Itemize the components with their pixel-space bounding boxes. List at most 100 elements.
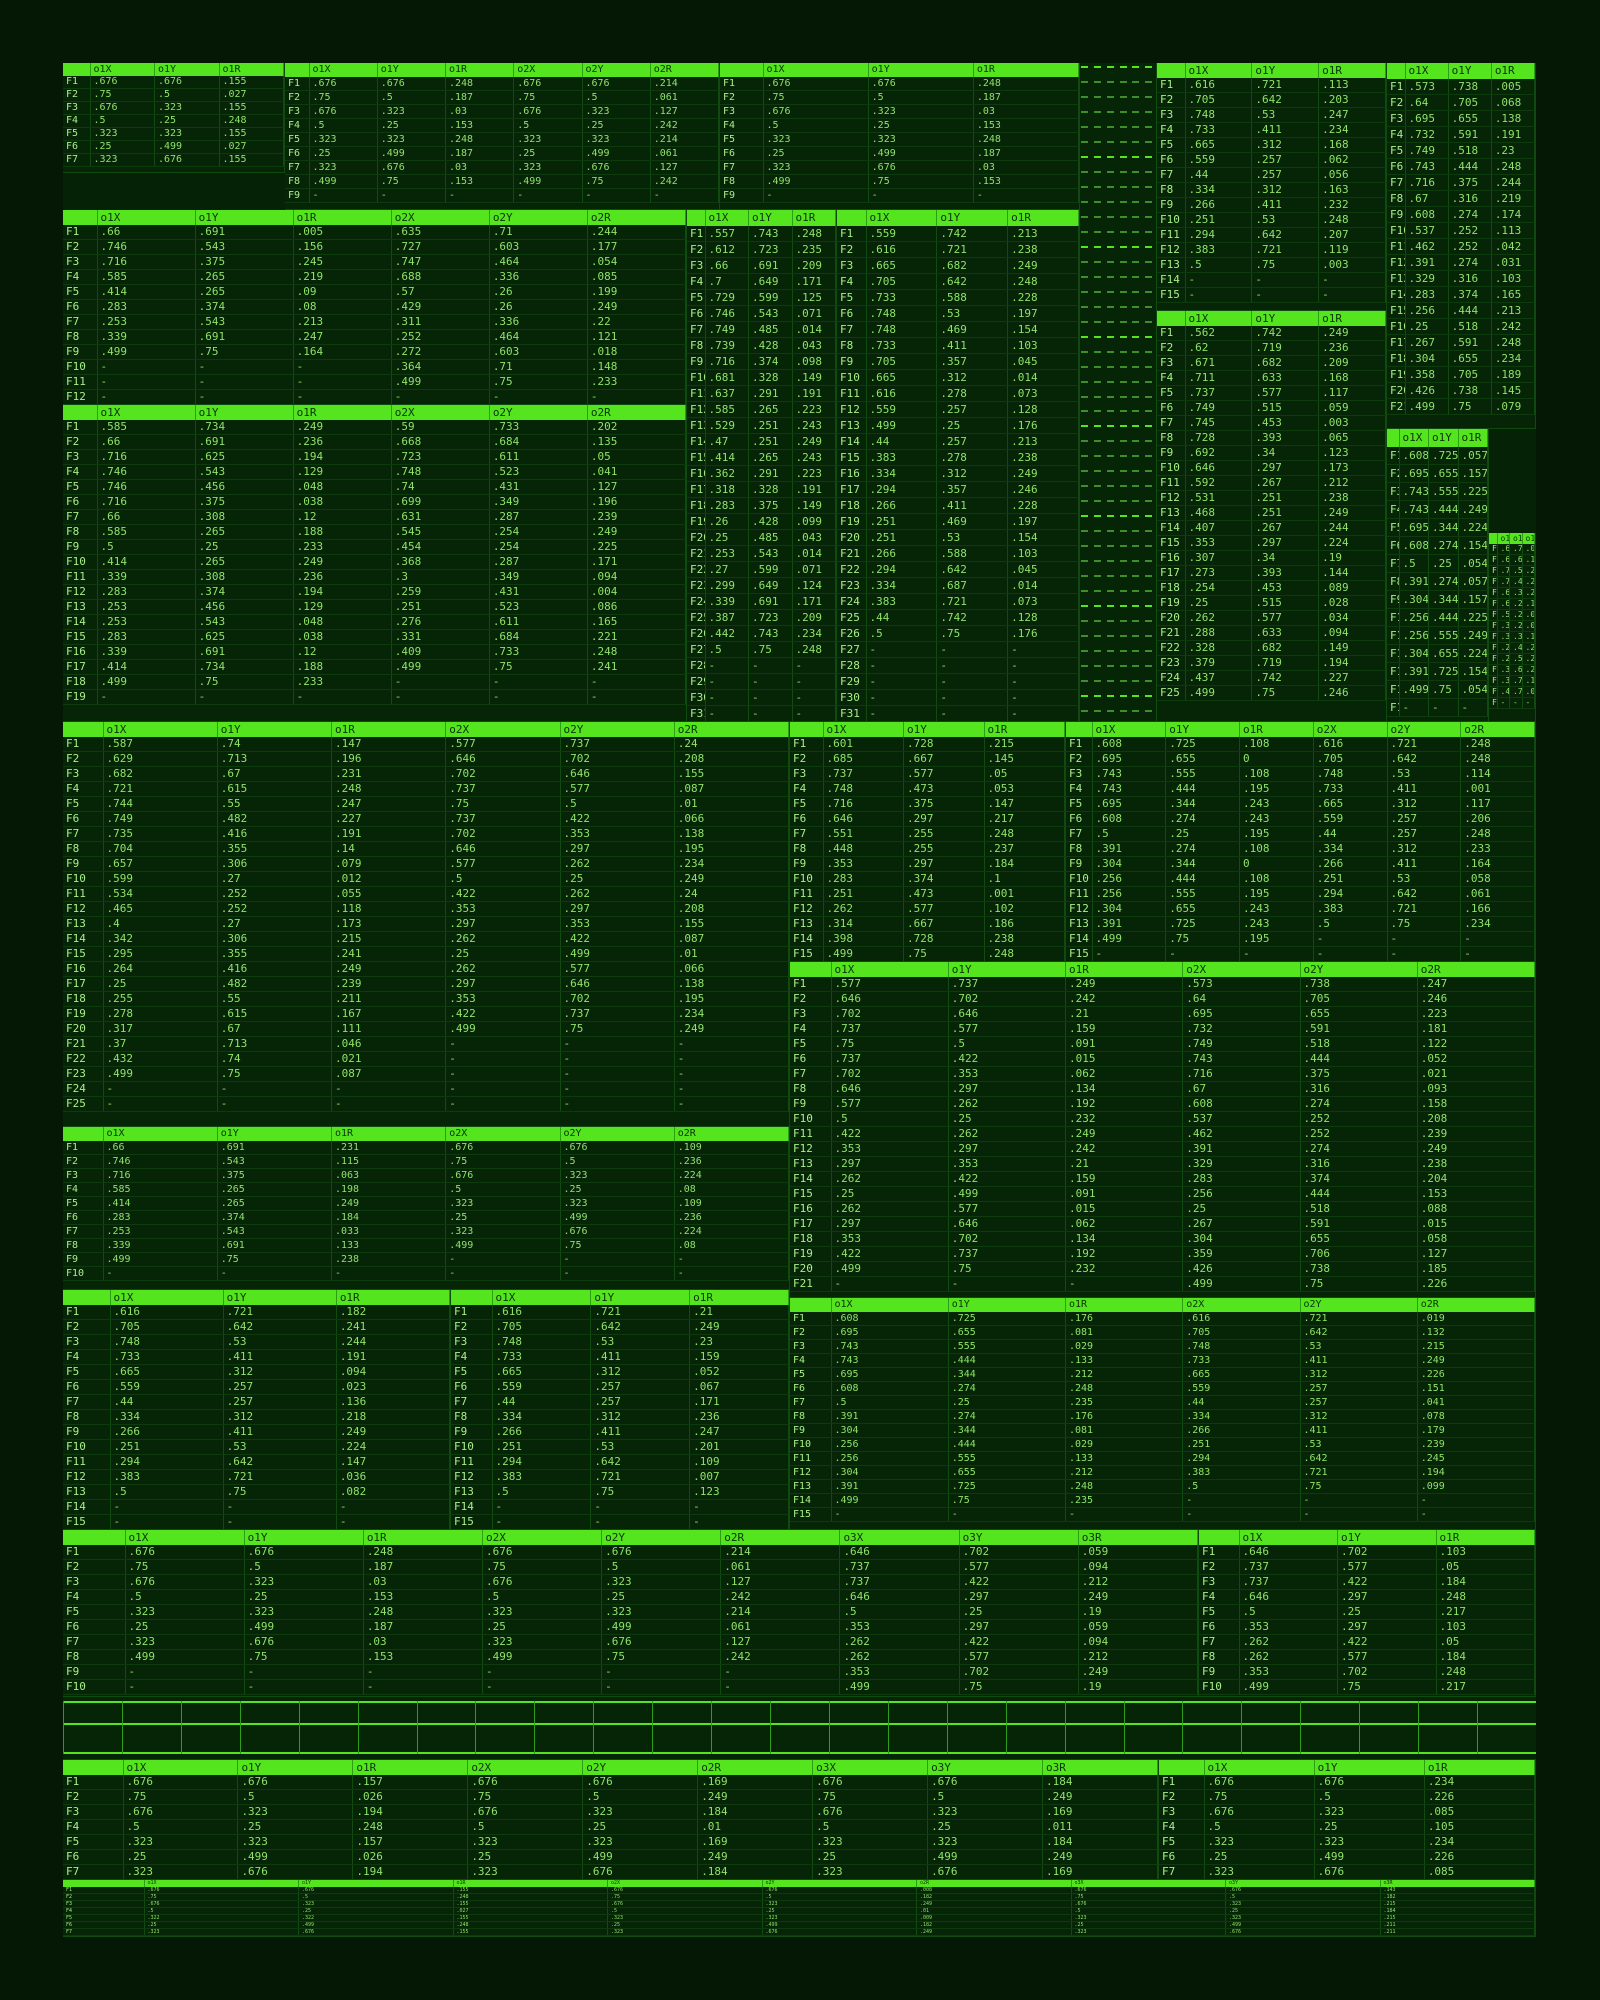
data-cell[interactable]: -: [492, 1514, 592, 1529]
data-cell[interactable]: .737: [560, 737, 675, 752]
data-cell[interactable]: .721: [1251, 78, 1320, 93]
data-cell[interactable]: .676: [868, 160, 974, 175]
row-label[interactable]: F5: [1066, 796, 1093, 812]
data-cell[interactable]: .676: [582, 1864, 699, 1879]
data-cell[interactable]: -: [831, 1507, 949, 1522]
data-cell[interactable]: .299: [705, 577, 749, 594]
column-header[interactable]: o1R: [1458, 429, 1488, 447]
column-header[interactable]: o2X: [391, 210, 490, 225]
data-cell[interactable]: .411: [1300, 1353, 1418, 1368]
data-cell[interactable]: .297: [903, 811, 985, 827]
column-header[interactable]: o2Y: [560, 1127, 675, 1141]
data-cell[interactable]: .25: [868, 118, 974, 133]
data-cell[interactable]: .225: [1522, 642, 1535, 654]
data-cell[interactable]: .312: [1251, 137, 1320, 153]
data-cell[interactable]: .042: [1491, 238, 1535, 255]
data-cell[interactable]: .642: [223, 1319, 337, 1335]
data-cell[interactable]: .25: [1337, 1604, 1437, 1620]
data-cell[interactable]: .485: [748, 321, 793, 338]
data-cell[interactable]: .702: [445, 766, 561, 782]
data-cell[interactable]: .256: [831, 1451, 949, 1466]
row-label[interactable]: F11: [63, 374, 98, 390]
data-cell[interactable]: .616: [866, 385, 938, 402]
row-label[interactable]: F7: [63, 1224, 104, 1239]
data-cell[interactable]: .257: [1300, 1395, 1418, 1410]
row-label[interactable]: F7: [1387, 174, 1406, 191]
data-cell[interactable]: .25: [812, 1849, 929, 1865]
data-cell[interactable]: .422: [1337, 1574, 1437, 1590]
data-cell[interactable]: .75: [560, 1238, 675, 1253]
data-cell[interactable]: .743: [1182, 1051, 1301, 1067]
data-cell[interactable]: .001: [984, 886, 1065, 902]
row-label[interactable]: F18: [63, 674, 98, 690]
row-label[interactable]: F9: [1066, 856, 1093, 872]
data-cell[interactable]: .187: [363, 1559, 483, 1575]
data-cell[interactable]: .691: [195, 225, 294, 240]
data-cell[interactable]: .249: [1007, 257, 1079, 274]
data-cell[interactable]: .25: [298, 1907, 454, 1915]
data-cell[interactable]: -: [1251, 287, 1320, 303]
data-cell[interactable]: .278: [936, 385, 1009, 402]
data-cell[interactable]: .248: [973, 77, 1079, 91]
data-cell[interactable]: -: [792, 705, 836, 721]
data-cell[interactable]: .027: [219, 140, 284, 154]
data-cell[interactable]: .75: [1448, 398, 1492, 415]
data-cell[interactable]: .244: [336, 1334, 450, 1350]
data-cell[interactable]: -: [590, 1514, 691, 1529]
row-label[interactable]: F10: [790, 1111, 832, 1127]
data-cell[interactable]: .691: [195, 644, 294, 660]
data-cell[interactable]: .577: [560, 961, 675, 977]
row-label[interactable]: F10: [1066, 871, 1093, 887]
data-cell[interactable]: -: [293, 374, 392, 390]
data-cell[interactable]: .248: [984, 826, 1065, 842]
data-cell[interactable]: .743: [831, 1339, 949, 1354]
data-cell[interactable]: .733: [489, 420, 588, 435]
column-header[interactable]: o1R: [1007, 210, 1079, 226]
data-cell[interactable]: .499: [1225, 1921, 1381, 1929]
data-cell[interactable]: -: [331, 1081, 447, 1097]
data-cell[interactable]: .25: [103, 976, 218, 992]
data-cell[interactable]: .111: [331, 1021, 447, 1037]
row-label[interactable]: F22: [837, 561, 867, 578]
row-label[interactable]: F31: [837, 705, 867, 721]
data-cell[interactable]: -: [720, 1679, 841, 1695]
row-label[interactable]: F7: [285, 160, 310, 175]
data-cell[interactable]: .67: [217, 1021, 333, 1037]
data-cell[interactable]: .431: [489, 584, 588, 600]
data-cell[interactable]: .195: [1239, 931, 1314, 947]
data-cell[interactable]: .246: [1318, 685, 1386, 701]
data-cell[interactable]: .64: [1182, 991, 1301, 1007]
data-cell[interactable]: .642: [1300, 1325, 1418, 1340]
data-cell[interactable]: .144: [1318, 565, 1386, 581]
data-cell[interactable]: .181: [1417, 1021, 1535, 1037]
data-cell[interactable]: .25: [1405, 318, 1449, 335]
data-cell[interactable]: -: [560, 1252, 675, 1267]
data-cell[interactable]: .174: [1491, 206, 1535, 223]
data-cell[interactable]: .291: [748, 385, 793, 402]
data-cell[interactable]: -: [97, 359, 196, 375]
row-label[interactable]: F1: [63, 225, 98, 240]
data-cell[interactable]: .055: [331, 886, 447, 902]
data-cell[interactable]: .716: [97, 494, 196, 510]
data-cell[interactable]: .353: [1239, 1619, 1338, 1635]
data-cell[interactable]: .499: [125, 1649, 245, 1665]
data-cell[interactable]: .276: [391, 614, 490, 630]
data-cell[interactable]: -: [1251, 272, 1320, 288]
data-cell[interactable]: .676: [927, 1864, 1043, 1879]
column-header[interactable]: o3Y: [1225, 1880, 1381, 1887]
column-header[interactable]: o1Y: [948, 1298, 1067, 1312]
data-cell[interactable]: .256: [1405, 302, 1449, 319]
row-label[interactable]: F7: [63, 153, 91, 167]
data-cell[interactable]: .748: [823, 781, 904, 797]
row-label[interactable]: F1: [720, 77, 764, 91]
data-cell[interactable]: .695: [1182, 1006, 1301, 1022]
data-cell[interactable]: .499: [309, 174, 378, 189]
data-cell[interactable]: .702: [948, 991, 1067, 1007]
data-cell[interactable]: .374: [195, 584, 294, 600]
data-cell[interactable]: .249: [1078, 1664, 1198, 1680]
row-label[interactable]: F9: [63, 344, 98, 360]
data-cell[interactable]: .041: [1417, 1395, 1535, 1410]
data-cell[interactable]: .189: [1491, 366, 1535, 383]
data-cell[interactable]: -: [601, 1664, 722, 1680]
data-cell[interactable]: .05: [1436, 1634, 1535, 1650]
